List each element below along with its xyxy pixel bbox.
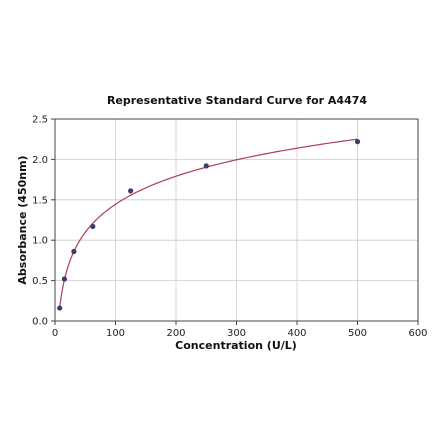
fit-curve-line xyxy=(59,138,358,308)
chart-title: Representative Standard Curve for A4474 xyxy=(107,94,367,107)
x-tick-label: 0 xyxy=(52,328,58,339)
data-point xyxy=(57,305,63,311)
data-point xyxy=(90,223,96,230)
y-tick-label: 2.0 xyxy=(32,155,48,166)
data-point xyxy=(203,163,209,169)
y-axis-title: Absorbance (450nm) xyxy=(16,155,29,284)
data-point xyxy=(128,188,134,194)
y-tick-label: 0.0 xyxy=(32,317,48,328)
data-point xyxy=(61,276,68,282)
data-points xyxy=(57,139,361,311)
x-tick-label: 600 xyxy=(408,328,427,339)
y-tick-label: 1.5 xyxy=(32,195,48,206)
y-tick-label: 0.5 xyxy=(32,276,48,287)
x-tick-label: 400 xyxy=(287,328,306,339)
x-tick-label: 200 xyxy=(166,328,185,339)
y-tick-label: 1.0 xyxy=(32,236,48,247)
data-point xyxy=(354,139,361,145)
grid xyxy=(55,119,418,321)
x-tick-label: 500 xyxy=(348,328,367,339)
x-axis-ticks: 0 100 200 300 400 500 600 xyxy=(52,321,428,339)
data-point xyxy=(71,248,77,255)
x-tick-label: 300 xyxy=(227,328,246,339)
y-axis-ticks: 0.0 0.5 1.0 1.5 2.0 2.5 xyxy=(32,115,55,328)
x-axis-title: Concentration (U/L) xyxy=(175,339,297,352)
y-tick-label: 2.5 xyxy=(32,115,48,126)
x-tick-label: 100 xyxy=(106,328,125,339)
